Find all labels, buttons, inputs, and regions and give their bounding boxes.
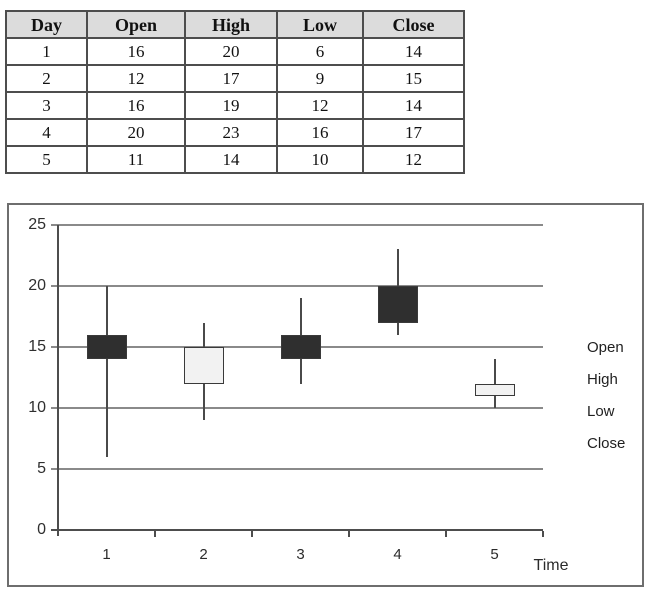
y-axis-tick-label: 20 — [28, 277, 46, 294]
column-header-high: High — [184, 10, 278, 39]
y-axis-tick-label: 0 — [37, 521, 46, 538]
gridline — [51, 224, 543, 226]
chart-legend: Open High Low Close — [587, 332, 645, 460]
candle-body-day-1 — [86, 334, 127, 360]
table-row: 1 16 20 6 14 — [5, 37, 465, 66]
table-cell: 17 — [184, 64, 278, 93]
table-cell: 16 — [276, 118, 364, 147]
y-axis-tick-label: 10 — [28, 399, 46, 416]
x-axis-title: Time — [533, 557, 569, 574]
legend-item-close: Close — [587, 435, 626, 452]
candle-body-day-2 — [183, 347, 224, 384]
y-axis-tick-label: 15 — [28, 338, 46, 355]
candle-body-day-3 — [280, 334, 321, 360]
y-axis-line — [57, 225, 59, 536]
table-header-row: Day Open High Low Close — [5, 10, 465, 39]
ohlc-table: Day Open High Low Close 1 16 20 6 14 2 12 17 9 15… — [5, 10, 465, 174]
table-row: 5 11 14 10 12 — [5, 145, 465, 174]
x-axis-tick — [348, 531, 350, 537]
x-axis-tick — [154, 531, 156, 537]
table-cell: 17 — [362, 118, 465, 147]
table-cell: 12 — [276, 91, 364, 120]
column-header-open: Open — [86, 10, 186, 39]
y-axis-tick-label: 25 — [28, 216, 46, 233]
candle-wick — [105, 286, 108, 457]
table-row: 4 20 23 16 17 — [5, 118, 465, 147]
table-cell: 14 — [362, 37, 465, 66]
column-header-close: Close — [362, 10, 465, 39]
legend-item-low: Low — [587, 403, 615, 420]
table-cell: 5 — [5, 145, 88, 174]
table-cell: 23 — [184, 118, 278, 147]
y-axis-tick — [51, 529, 58, 531]
x-axis-tick-label: 3 — [296, 546, 305, 563]
table-cell: 14 — [362, 91, 465, 120]
table-cell: 20 — [184, 37, 278, 66]
table-row: 2 12 17 9 15 — [5, 64, 465, 93]
column-header-low: Low — [276, 10, 364, 39]
candlestick-chart: 0 5 10 15 20 25 1 2 3 4 5 Open High Low Close Time — [7, 203, 644, 587]
table-cell: 2 — [5, 64, 88, 93]
x-axis-tick — [251, 531, 253, 537]
candle-wick — [493, 359, 496, 408]
table-row: 3 16 19 12 14 — [5, 91, 465, 120]
legend-item-open: Open — [587, 339, 624, 356]
table-cell: 14 — [184, 145, 278, 174]
x-axis-tick-label: 5 — [490, 546, 499, 563]
table-cell: 16 — [86, 91, 186, 120]
x-axis-tick-label: 4 — [393, 546, 402, 563]
table-cell: 19 — [184, 91, 278, 120]
gridline — [51, 407, 543, 409]
table-cell: 11 — [86, 145, 186, 174]
table-cell: 9 — [276, 64, 364, 93]
table-cell: 12 — [86, 64, 186, 93]
table-cell: 16 — [86, 37, 186, 66]
x-axis-tick-label: 2 — [199, 546, 208, 563]
x-axis-line — [58, 529, 543, 531]
table-cell: 10 — [276, 145, 364, 174]
x-axis-tick-label: 1 — [102, 546, 111, 563]
legend-item-high: High — [587, 371, 618, 388]
candle-body-day-5 — [474, 383, 515, 396]
candle-body-day-4 — [377, 286, 418, 323]
y-axis-tick-label: 5 — [37, 460, 46, 477]
gridline — [51, 468, 543, 470]
table-cell: 12 — [362, 145, 465, 174]
table-cell: 1 — [5, 37, 88, 66]
x-axis-tick — [542, 531, 544, 537]
table-cell: 20 — [86, 118, 186, 147]
table-cell: 15 — [362, 64, 465, 93]
gridline — [51, 285, 543, 287]
table-cell: 4 — [5, 118, 88, 147]
x-axis-tick — [445, 531, 447, 537]
table-cell: 6 — [276, 37, 364, 66]
column-header-day: Day — [5, 10, 88, 39]
table-cell: 3 — [5, 91, 88, 120]
